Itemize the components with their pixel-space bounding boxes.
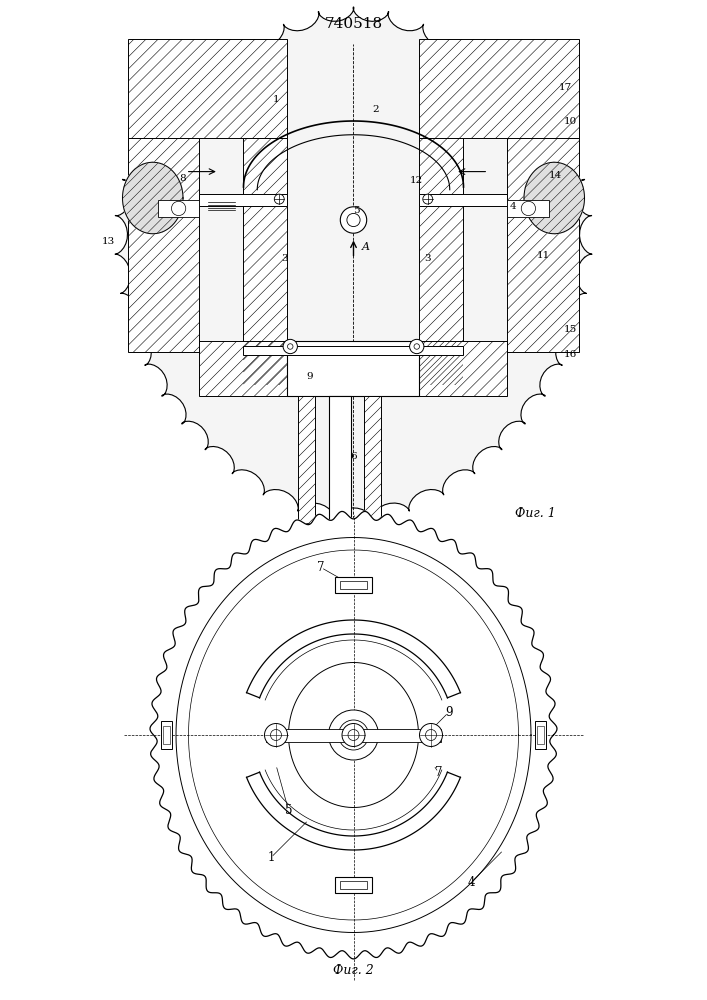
Polygon shape: [122, 162, 183, 234]
Polygon shape: [508, 137, 579, 352]
Text: 1: 1: [267, 851, 275, 864]
Circle shape: [348, 730, 359, 740]
Text: Вид A: Вид A: [332, 520, 375, 534]
Polygon shape: [419, 137, 464, 385]
Bar: [340, 581, 367, 589]
Text: 1: 1: [273, 95, 280, 104]
Circle shape: [274, 194, 284, 204]
Circle shape: [423, 194, 433, 204]
Text: 13: 13: [102, 237, 115, 246]
Text: 3: 3: [424, 254, 431, 263]
Polygon shape: [199, 341, 288, 396]
Text: 16: 16: [564, 350, 578, 359]
Bar: [508, 200, 549, 217]
Text: 4: 4: [467, 876, 474, 889]
Polygon shape: [128, 137, 199, 352]
Polygon shape: [419, 38, 579, 137]
Bar: [199, 194, 288, 206]
Text: 3: 3: [281, 254, 288, 263]
Polygon shape: [288, 341, 419, 396]
Text: 8: 8: [180, 174, 187, 183]
Text: 9: 9: [306, 372, 312, 381]
Circle shape: [521, 201, 535, 216]
Text: 4: 4: [510, 202, 516, 211]
Bar: [537, 726, 544, 744]
Circle shape: [414, 344, 419, 349]
Bar: [243, 346, 464, 355]
Circle shape: [283, 339, 298, 354]
Circle shape: [271, 730, 281, 740]
Bar: [266, 728, 441, 742]
Polygon shape: [365, 396, 381, 522]
Polygon shape: [243, 137, 288, 385]
Text: 14: 14: [549, 172, 562, 180]
Polygon shape: [419, 341, 508, 396]
Text: A: A: [362, 242, 370, 252]
Text: 5: 5: [353, 206, 360, 215]
Bar: [334, 577, 373, 593]
Bar: [535, 721, 546, 749]
Polygon shape: [150, 511, 557, 959]
Circle shape: [426, 730, 436, 740]
Circle shape: [409, 339, 424, 354]
Text: 2: 2: [372, 105, 379, 114]
Text: 11: 11: [537, 251, 550, 260]
Circle shape: [329, 710, 378, 760]
Circle shape: [339, 720, 368, 750]
Text: Фиг. 1: Фиг. 1: [515, 507, 556, 520]
Circle shape: [419, 724, 443, 746]
Bar: [329, 396, 351, 522]
Text: 6: 6: [350, 452, 357, 461]
Text: 740518: 740518: [325, 16, 382, 30]
Bar: [334, 877, 373, 893]
Bar: [163, 726, 170, 744]
Text: 10: 10: [564, 116, 578, 125]
Text: 12: 12: [410, 176, 423, 185]
Polygon shape: [524, 162, 585, 234]
Bar: [419, 194, 508, 206]
Text: 15: 15: [564, 326, 578, 334]
Circle shape: [347, 728, 360, 742]
Polygon shape: [128, 38, 288, 137]
Text: 9: 9: [445, 706, 452, 719]
Circle shape: [264, 724, 288, 746]
Text: 7: 7: [435, 766, 443, 779]
Bar: [340, 881, 367, 889]
Polygon shape: [298, 396, 315, 522]
Text: 17: 17: [559, 84, 572, 93]
Circle shape: [342, 724, 365, 746]
Circle shape: [347, 213, 360, 227]
Circle shape: [340, 207, 367, 233]
Circle shape: [288, 344, 293, 349]
Bar: [158, 200, 199, 217]
Text: Фиг. 2: Фиг. 2: [333, 964, 374, 978]
Polygon shape: [524, 162, 585, 234]
Text: 5: 5: [285, 804, 292, 816]
Bar: [161, 721, 172, 749]
Text: 7: 7: [317, 561, 325, 574]
Polygon shape: [115, 7, 592, 520]
Polygon shape: [122, 162, 183, 234]
Circle shape: [172, 201, 186, 216]
